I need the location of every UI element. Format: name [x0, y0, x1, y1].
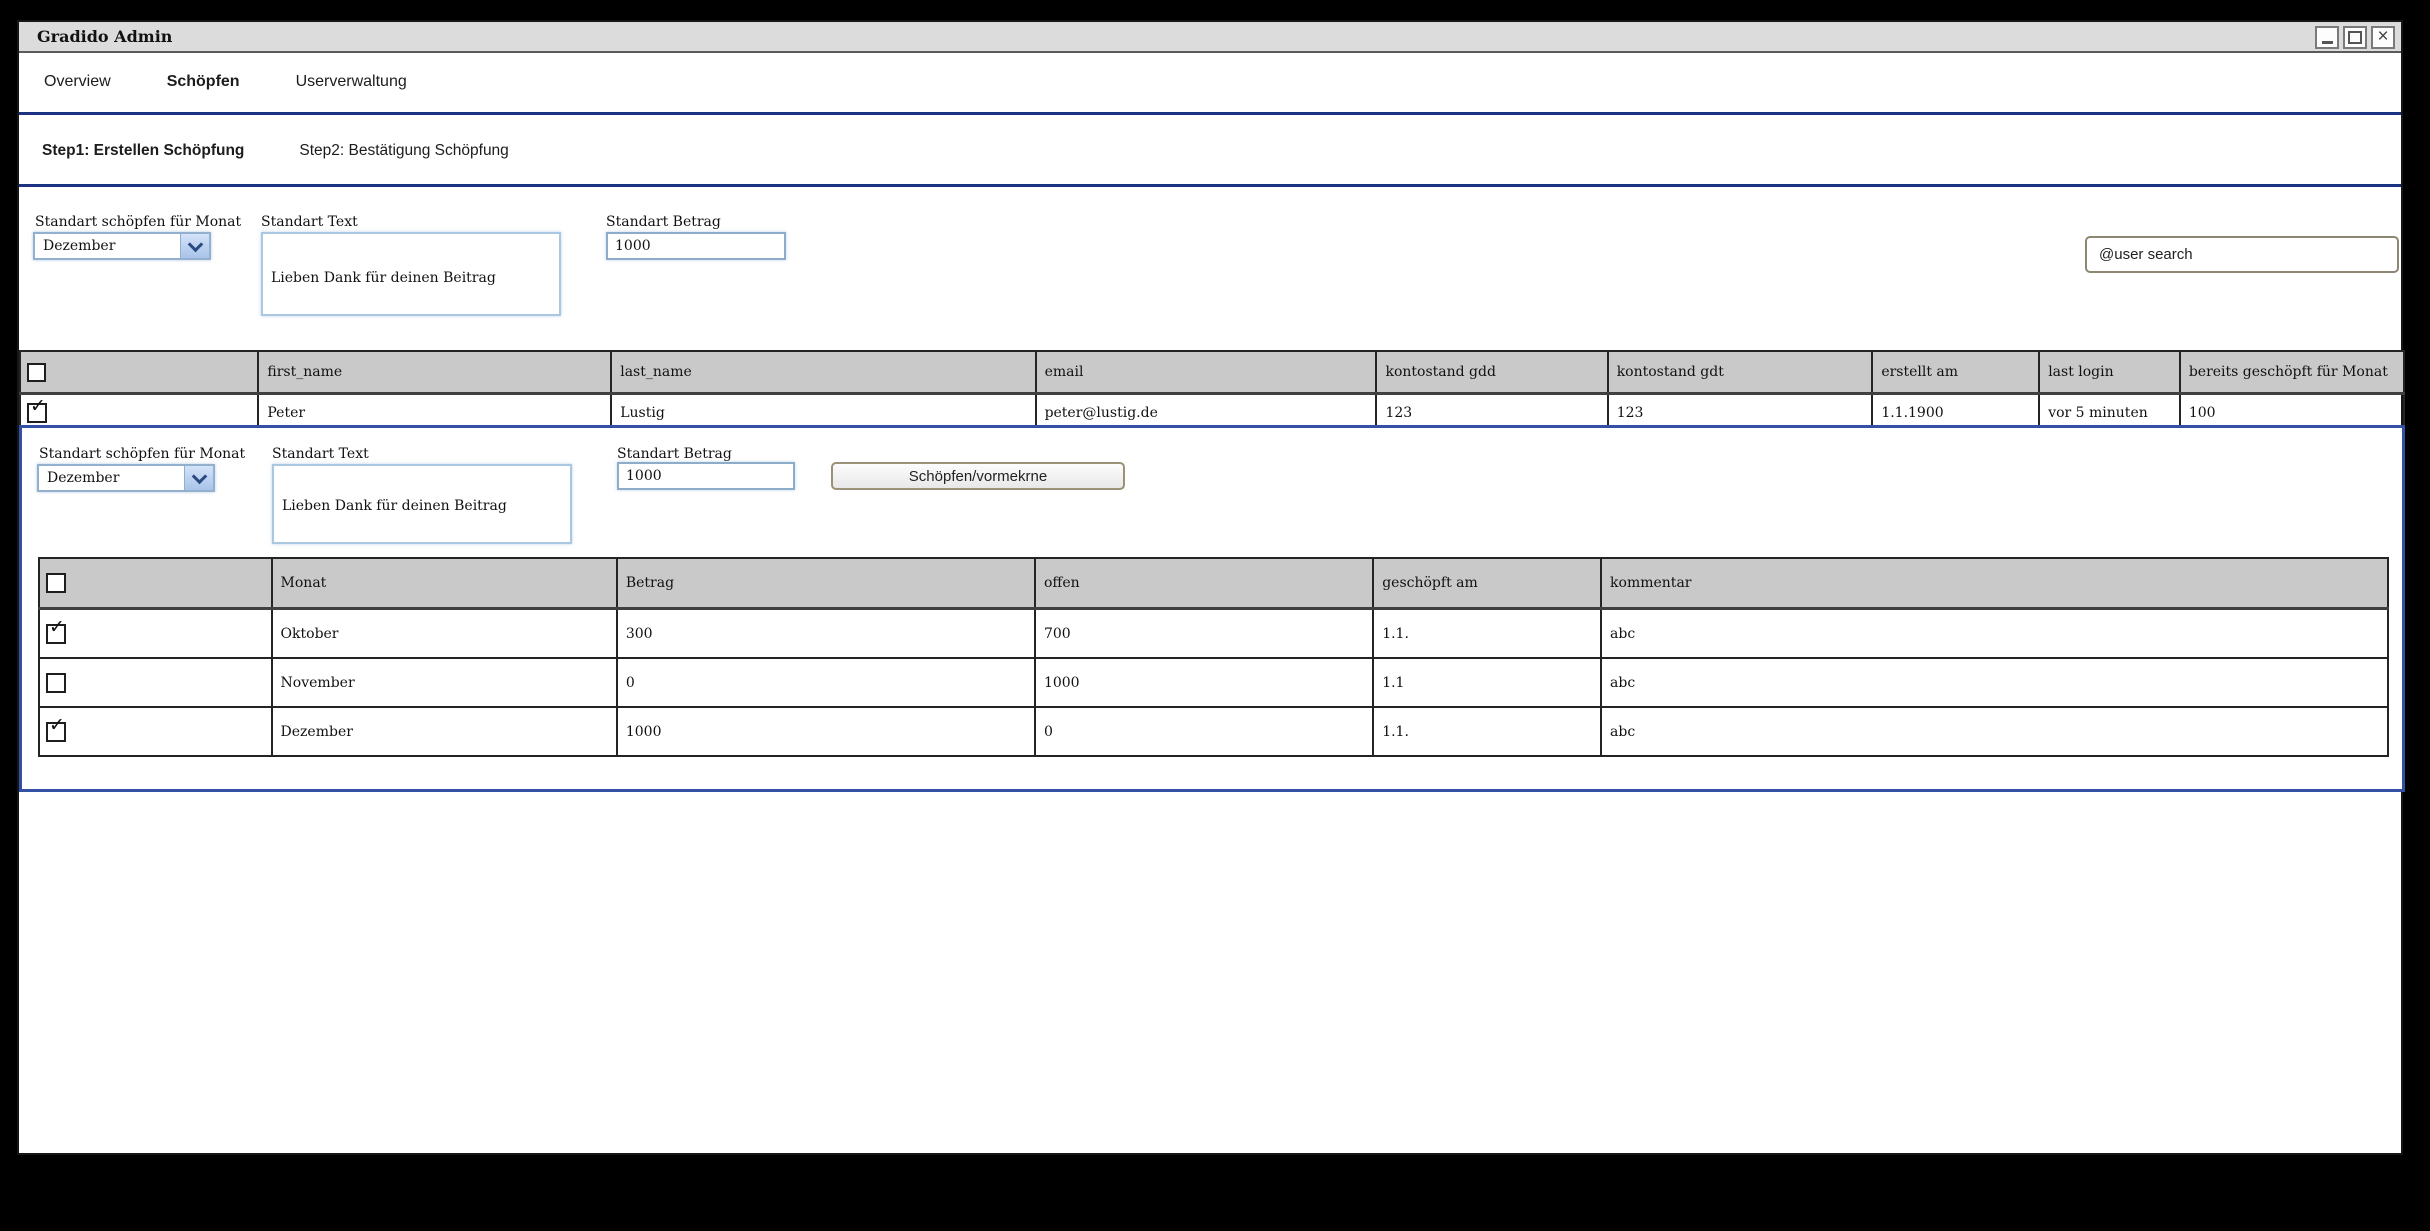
column-header: last login — [2038, 350, 2181, 395]
step-1[interactable]: Step1: Erstellen Schöpfung — [42, 142, 245, 159]
row-checkbox-cell: ✓ — [38, 706, 273, 757]
table-cell: 0 — [1033, 706, 1375, 757]
column-header: Betrag — [615, 557, 1036, 610]
panel-month-label: Standart schöpfen für Monat — [39, 446, 246, 462]
select-all-checkbox[interactable] — [46, 573, 66, 593]
dropdown-button[interactable] — [180, 234, 209, 258]
column-header: email — [1034, 350, 1378, 395]
titlebar: Gradido Admin × — [19, 22, 2401, 53]
table-cell: 700 — [1033, 607, 1375, 659]
creation-table-header-row: Monat Betrag offen geschöpft am kommentar — [38, 557, 2389, 610]
row-checkbox-cell — [38, 657, 273, 708]
table-cell: abc — [1600, 657, 2389, 708]
column-header: bereits geschöpft für Monat — [2178, 350, 2406, 395]
table-row[interactable]: November 0 1000 1.1 abc — [38, 657, 2389, 708]
column-header: erstellt am — [1871, 350, 2041, 395]
column-header: kontostand gdt — [1606, 350, 1874, 395]
check-icon: ✓ — [49, 713, 65, 736]
row-checkbox-checked[interactable]: ✓ — [27, 396, 47, 423]
select-all-cell — [38, 557, 273, 610]
table-cell: 1000 — [615, 706, 1036, 757]
panel-month-select-value: Dezember — [47, 470, 120, 486]
panel-month-select[interactable]: Dezember — [37, 464, 215, 492]
table-cell: 1.1. — [1372, 706, 1603, 757]
check-icon: ✓ — [30, 394, 46, 417]
amount-label: Standart Betrag — [606, 214, 721, 230]
select-all-cell — [18, 350, 260, 395]
chevron-down-icon — [191, 468, 207, 484]
amount-input[interactable] — [606, 232, 786, 260]
creation-table: Monat Betrag offen geschöpft am kommentar ✓ O… — [38, 557, 2389, 757]
close-button[interactable]: × — [2371, 26, 2395, 49]
chevron-down-icon — [187, 236, 203, 252]
nav-tabs: Overview Schöpfen Userverwaltung — [19, 51, 2401, 115]
column-header: kommentar — [1600, 557, 2389, 610]
table-cell: 1.1. — [1372, 607, 1603, 659]
month-select[interactable]: Dezember — [33, 232, 211, 260]
tab-userverwaltung[interactable]: Userverwaltung — [295, 72, 407, 90]
panel-amount-label: Standart Betrag — [617, 446, 732, 462]
panel-dropdown-button[interactable] — [184, 466, 213, 490]
text-label: Standart Text — [261, 214, 358, 230]
column-header: Monat — [270, 557, 618, 610]
table-cell: 1000 — [1033, 657, 1375, 708]
check-icon: ✓ — [49, 615, 65, 638]
table-cell: 300 — [615, 607, 1036, 659]
select-all-checkbox[interactable] — [27, 362, 46, 382]
column-header: last_name — [610, 350, 1037, 395]
row-checkbox-cell: ✓ — [38, 607, 273, 659]
schoepfen-vormerken-button[interactable]: Schöpfen/vormekrne — [831, 462, 1125, 490]
creation-detail-panel: Standart schöpfen für Monat Dezember Sta… — [19, 425, 2405, 792]
table-cell: 0 — [615, 657, 1036, 708]
month-select-value: Dezember — [43, 238, 116, 254]
table-row[interactable]: ✓ Dezember 1000 0 1.1. abc — [38, 706, 2389, 757]
panel-standard-text-area[interactable]: Lieben Dank für deinen Beitrag — [272, 464, 572, 544]
column-header: geschöpft am — [1372, 557, 1603, 610]
column-header: offen — [1033, 557, 1375, 610]
table-cell: abc — [1600, 607, 2389, 659]
panel-amount-input[interactable] — [617, 462, 795, 490]
table-cell: abc — [1600, 706, 2389, 757]
month-label: Standart schöpfen für Monat — [35, 214, 242, 230]
creation-table-wrap: Monat Betrag offen geschöpft am kommentar ✓ O… — [38, 557, 2389, 757]
step-2[interactable]: Step2: Bestätigung Schöpfung — [299, 142, 509, 159]
minimize-button[interactable] — [2315, 26, 2339, 49]
maximize-icon — [2348, 31, 2362, 44]
close-icon: × — [2377, 26, 2389, 47]
table-cell: Dezember — [270, 706, 618, 757]
table-cell: Oktober — [270, 607, 618, 659]
user-search-input[interactable] — [2085, 236, 2399, 273]
tab-schoepfen[interactable]: Schöpfen — [166, 72, 240, 90]
minimize-icon — [2321, 40, 2333, 44]
column-header: kontostand gdd — [1375, 350, 1609, 395]
window-title: Gradido Admin — [37, 27, 173, 46]
table-cell: 1.1 — [1372, 657, 1603, 708]
panel-text-label: Standart Text — [272, 446, 369, 462]
table-cell: November — [270, 657, 618, 708]
table-row[interactable]: ✓ Oktober 300 700 1.1. abc — [38, 607, 2389, 659]
maximize-button[interactable] — [2343, 26, 2367, 49]
row-checkbox-unchecked[interactable] — [46, 672, 66, 693]
row-checkbox-checked[interactable]: ✓ — [46, 617, 66, 644]
app-window: Gradido Admin × Overview Schöpfen Userve… — [17, 20, 2406, 1155]
standard-text-area[interactable]: Lieben Dank für deinen Beitrag — [261, 232, 561, 316]
row-checkbox-checked[interactable]: ✓ — [46, 715, 66, 742]
column-header: first_name — [257, 350, 613, 395]
user-table-header-row: first_name last_name email kontostand gdd ko… — [18, 350, 2406, 395]
user-table: first_name last_name email kontostand gdd ko… — [18, 350, 2406, 432]
step-bar: Step1: Erstellen Schöpfung Step2: Bestät… — [19, 118, 2401, 187]
window-controls: × — [2315, 26, 2395, 49]
tab-overview[interactable]: Overview — [44, 72, 111, 90]
